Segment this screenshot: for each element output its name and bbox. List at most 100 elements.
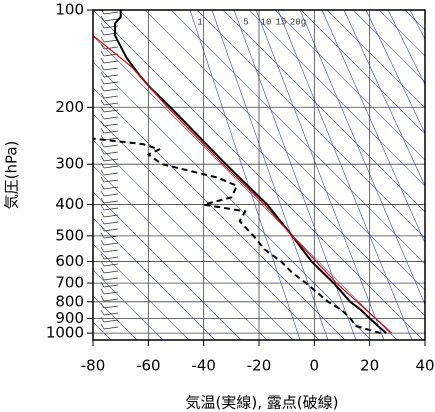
y-axis-title: 気圧(hPa) [3,141,21,210]
y-tick-label: 600 [55,252,84,270]
x-tick-label: -20 [247,357,272,375]
wind-barb [100,22,105,29]
wind-barb [103,165,119,169]
adiabat-line [93,165,268,340]
wind-barb [100,43,105,50]
x-tick-label: 40 [415,357,434,375]
x-tick-label: -80 [81,357,106,375]
adiabat-line [352,10,425,83]
wind-barb [100,57,105,64]
wind-barb [100,113,105,120]
wind-barb [103,242,119,246]
wind-barb [103,193,119,197]
wind-barb [103,116,119,120]
background-lines [93,10,435,340]
y-tick-label: 900 [55,309,84,327]
adiabat-line [93,191,242,340]
mixing-line [321,10,425,244]
mixing-line [255,10,385,340]
x-axis-title: 気温(実線), 露点(破線) [186,394,339,412]
wind-barb [100,141,105,148]
wind-barb [100,274,105,281]
wind-barb [103,11,119,15]
adiabat-line [93,243,190,340]
wind-barb [100,106,105,113]
wind-barb [100,323,105,330]
wind-barb [100,267,105,274]
mixing-ratio-label: 15 [276,17,287,27]
adiabat-line [378,10,425,57]
wind-barb [100,218,105,225]
wind-barb [100,78,105,85]
adiabat-line [93,35,398,340]
wind-barb [100,281,105,288]
wind-barb [103,284,119,288]
adiabat-line [93,87,346,340]
wind-barb [103,228,119,232]
adiabat-line [93,10,424,340]
wind-barb [100,29,105,36]
wind-barb [103,137,119,141]
wind-barb [103,270,119,274]
wind-barb [103,207,119,211]
wind-barb [103,256,119,260]
profiles [93,10,393,335]
profile-line [93,35,393,334]
adiabat-line [118,10,425,317]
wind-barb [100,71,105,78]
wind-barb [100,120,105,127]
wind-barb [100,197,105,204]
wind-barb [103,109,119,113]
x-tick-label: -60 [136,357,161,375]
wind-barb [100,309,105,316]
wind-barb [103,39,119,43]
wind-barb [103,151,119,155]
wind-barb [100,176,105,183]
y-tick-label: 100 [55,1,84,19]
adiabat-line [222,10,425,213]
profile-line [93,137,381,335]
y-tick-label: 500 [55,226,84,244]
x-tick-label: 20 [360,357,379,375]
x-tick-label: -40 [191,357,216,375]
y-tick-label: 800 [55,292,84,310]
wind-barb [100,239,105,246]
wind-barb [100,246,105,253]
wind-barb [101,10,105,15]
wind-barb [100,169,105,176]
adiabat-line [93,139,294,340]
wind-barb [103,81,119,85]
wind-barb [100,253,105,260]
wind-barb [103,144,119,148]
wind-barb [100,64,105,71]
wind-barb [100,295,105,302]
adiabat-line [170,10,425,265]
wind-barb [103,186,119,190]
wind-barb [103,130,119,134]
wind-barb [100,148,105,155]
adiabat-line [93,113,320,340]
mixing-line [277,10,413,340]
wind-barb [100,211,105,218]
adiabat-line [300,10,425,135]
wind-barb [103,235,119,239]
wind-barb [103,102,119,106]
wind-barb [100,85,105,92]
wind-barb [100,162,105,169]
wind-barb [103,319,119,323]
y-tick-label: 700 [55,274,84,292]
wind-barb [100,155,105,162]
adiabat-line [431,10,435,340]
wind-barb [103,221,119,225]
profile-line [114,10,387,334]
y-tick-label: 1000 [46,324,84,342]
mixing-line [387,10,425,86]
wind-barb [100,302,105,309]
wind-barb [100,99,105,106]
wind-barb [103,249,119,253]
wind-barb [100,15,105,22]
wind-barb [103,326,119,330]
wind-barb [103,67,119,71]
adiabat-line [93,269,164,340]
